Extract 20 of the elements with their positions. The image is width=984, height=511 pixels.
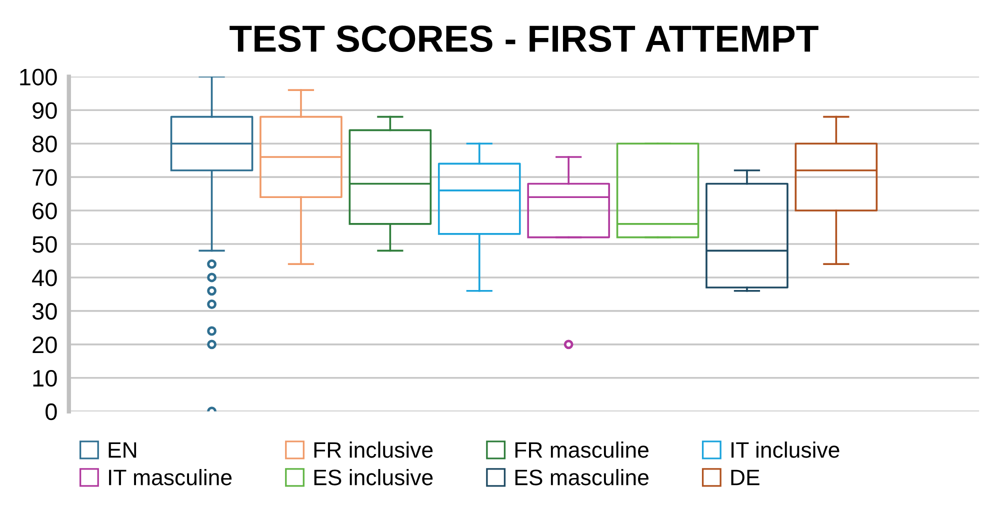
y-tick-label: 60 <box>32 202 57 220</box>
y-tick-label: 90 <box>32 102 57 119</box>
y-tick-label: 70 <box>32 169 57 186</box>
legend-label: ES masculine <box>515 469 648 486</box>
chart-title: TEST SCORES - FIRST ATTEMPT <box>230 25 818 52</box>
legend-label: ES inclusive <box>314 469 433 486</box>
y-tick-label: 20 <box>32 336 57 354</box>
legend-label: DE <box>731 470 760 486</box>
y-tick-label: 10 <box>33 370 57 387</box>
legend-label: EN <box>108 442 136 458</box>
legend-label: IT masculine <box>109 469 232 486</box>
y-tick-label: 80 <box>32 136 57 152</box>
y-tick-label: 40 <box>32 270 57 286</box>
y-tick-label: 50 <box>32 236 57 253</box>
y-tick-label: 30 <box>32 303 57 320</box>
legend-label: FR inclusive <box>314 442 433 458</box>
y-tick-label: 100 <box>20 68 57 86</box>
legend-label: FR masculine <box>515 442 648 458</box>
legend-label: IT inclusive <box>732 442 840 458</box>
y-tick-label: 0 <box>46 403 57 420</box>
